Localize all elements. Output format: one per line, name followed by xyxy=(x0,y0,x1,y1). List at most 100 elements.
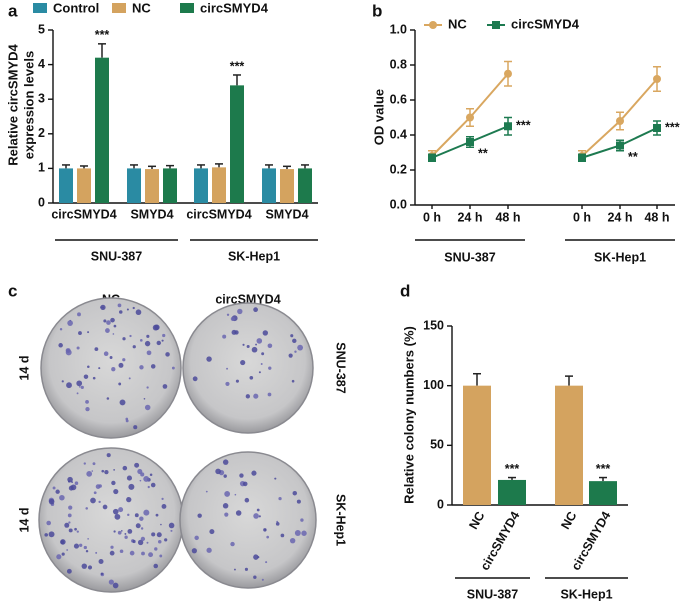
colony xyxy=(206,356,212,362)
colony xyxy=(110,545,114,549)
y-axis-label: Relative circSMYD4 xyxy=(5,44,20,166)
colony xyxy=(114,513,121,520)
colony xyxy=(251,346,258,353)
row-label: SNU-387 xyxy=(334,342,348,393)
colony xyxy=(106,320,111,325)
y-tick-label: 0.2 xyxy=(390,162,407,176)
colony xyxy=(87,565,93,570)
error-bar xyxy=(599,476,607,482)
colony xyxy=(61,552,65,556)
error-bar xyxy=(508,476,516,480)
colony xyxy=(144,340,151,347)
significance: *** xyxy=(665,120,680,134)
colony xyxy=(161,339,164,342)
bar xyxy=(77,168,91,203)
colony xyxy=(275,522,280,526)
plate xyxy=(182,302,314,434)
y-tick-label: 0.6 xyxy=(390,92,407,106)
time-label: 14 d xyxy=(17,507,31,532)
panel-label: d xyxy=(400,281,410,300)
error-bar xyxy=(283,165,291,170)
panel-label: c xyxy=(8,281,17,300)
colony xyxy=(255,343,258,346)
colony xyxy=(104,470,109,475)
bar xyxy=(589,481,617,505)
error-bar xyxy=(148,165,156,170)
colony xyxy=(66,382,72,389)
colony xyxy=(194,535,199,541)
marker xyxy=(466,138,474,146)
time-label: 14 d xyxy=(17,355,31,380)
colony xyxy=(83,545,87,550)
bar xyxy=(262,168,276,203)
colony xyxy=(122,358,126,362)
bar xyxy=(127,168,141,203)
y-tick-label: 3 xyxy=(38,91,45,105)
significance: ** xyxy=(478,146,488,160)
x-tick-label: 48 h xyxy=(495,210,520,224)
x-tick-label: 0 h xyxy=(423,210,441,224)
colony xyxy=(224,491,231,497)
colony xyxy=(92,376,96,380)
x-tick-label: circSMYD4 xyxy=(51,207,116,221)
colony xyxy=(268,366,272,370)
colony xyxy=(119,549,124,554)
colony xyxy=(68,505,73,510)
colony xyxy=(289,537,296,544)
colony xyxy=(58,343,63,348)
colony xyxy=(113,488,119,495)
colony xyxy=(144,404,151,411)
significance: ** xyxy=(628,150,638,164)
colony xyxy=(156,532,162,538)
error-bar xyxy=(130,164,138,169)
colony xyxy=(153,563,159,569)
colony xyxy=(126,308,129,311)
colony xyxy=(109,356,113,359)
colony xyxy=(266,535,270,539)
colony xyxy=(297,344,304,351)
colony xyxy=(98,484,102,488)
colony xyxy=(162,333,166,338)
colony xyxy=(265,561,268,564)
colony xyxy=(56,554,62,560)
colony xyxy=(68,521,71,524)
colony xyxy=(81,563,88,569)
colony xyxy=(233,568,236,571)
colony xyxy=(263,528,267,532)
y-tick-label: 0.8 xyxy=(390,57,407,71)
y-axis-label: expression levels xyxy=(21,51,36,159)
colony xyxy=(124,532,127,535)
colony xyxy=(294,530,301,536)
x-tick-label: NC xyxy=(558,509,579,532)
colony xyxy=(261,352,265,356)
colony xyxy=(296,499,301,504)
colony xyxy=(139,365,144,370)
colony xyxy=(79,386,81,388)
error-bar xyxy=(98,43,106,58)
colony xyxy=(261,578,264,581)
error-bar xyxy=(473,372,481,386)
marker xyxy=(653,75,661,83)
colony xyxy=(122,465,128,471)
colony xyxy=(85,399,89,404)
plate xyxy=(179,451,317,589)
colony xyxy=(76,346,80,350)
colony xyxy=(129,334,132,338)
colony xyxy=(132,306,135,310)
colony xyxy=(146,541,149,544)
y-tick-label: 0 xyxy=(38,195,45,209)
colony xyxy=(125,417,129,421)
colony xyxy=(242,481,248,487)
colony xyxy=(168,522,175,529)
colony xyxy=(91,470,94,472)
colony xyxy=(67,480,71,483)
colony xyxy=(48,531,55,538)
panel-label: b xyxy=(372,1,382,20)
colony xyxy=(140,536,146,542)
marker xyxy=(429,21,437,29)
group-label: SK-Hep1 xyxy=(560,587,612,601)
colony xyxy=(280,533,285,538)
bar xyxy=(498,479,526,505)
colony xyxy=(119,399,126,406)
